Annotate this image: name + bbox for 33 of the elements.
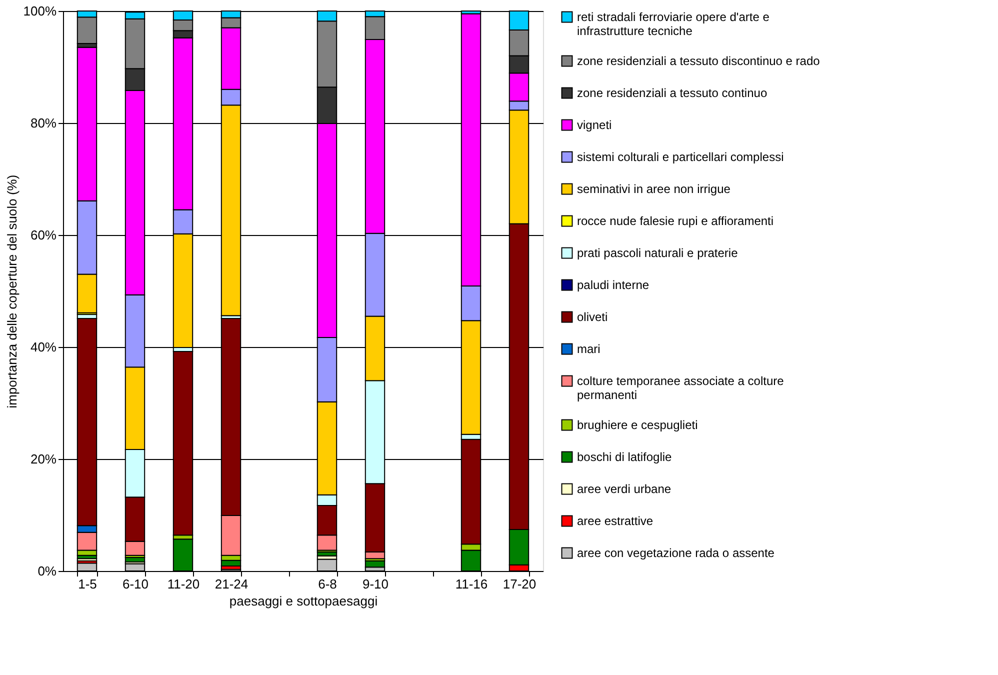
legend-label: boschi di latifoglie (577, 450, 672, 464)
legend-label: aree verdi urbane (577, 482, 672, 496)
legend-label: aree estrattive (577, 514, 654, 528)
y-axis-title: importanza delle coperture del suolo (%) (4, 174, 20, 408)
legend-label: mari (577, 342, 600, 356)
x-tick-label: 1-5 (78, 576, 97, 592)
y-tick-label: 40% (30, 340, 57, 354)
y-tick-label: 80% (30, 116, 57, 130)
x-tick-label: 9-10 (362, 576, 389, 592)
y-tick-label: 0% (38, 564, 57, 578)
x-tick-label: 11-16 (455, 576, 488, 592)
legend-label: prati pascoli naturali e praterie (577, 246, 738, 260)
y-tick-label: 20% (30, 452, 57, 466)
legend-label: zone residenziali a tessuto continuo (577, 86, 768, 100)
legend-label: sistemi colturali e particellari complessi (577, 150, 784, 164)
legend-label: oliveti (577, 310, 608, 324)
legend-label: zone residenziali a tessuto discontinuo e rado (577, 54, 820, 68)
legend-label: vigneti (577, 118, 612, 132)
y-tick-label: 60% (30, 228, 57, 242)
x-axis-title: paesaggi e sottopaesaggi (229, 594, 378, 608)
legend-label: seminativi in aree non irrigue (577, 182, 731, 196)
legend-label: reti stradali ferroviarie opere d'arte e infrastrutture tecniche (577, 10, 770, 38)
x-tick-label: 21-24 (214, 576, 248, 592)
x-tick-label: 6-8 (318, 576, 337, 592)
y-tick-label: 100% (23, 4, 57, 18)
x-tick-label: 17-20 (502, 576, 536, 592)
legend-label: paludi interne (577, 278, 650, 292)
x-tick-label: 6-10 (122, 576, 149, 592)
x-tick-label: 11-20 (167, 576, 200, 592)
legend-label: brughiere e cespuglieti (577, 418, 698, 432)
legend-label: rocce nude falesie rupi e affioramenti (577, 214, 774, 228)
legend-label: colture temporanee associate a colture permanenti (577, 374, 784, 402)
legend-label: aree con vegetazione rada o assente (577, 546, 775, 560)
